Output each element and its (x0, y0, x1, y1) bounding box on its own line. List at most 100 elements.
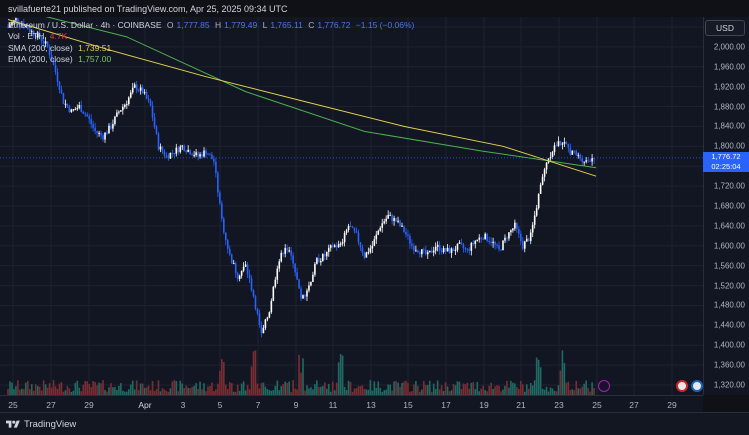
candle-body (193, 155, 195, 157)
symbol-name[interactable]: Ethereum / U.S. Dollar · 4h · COINBASE (8, 20, 162, 30)
volume-bar (322, 385, 324, 395)
volume-bar (401, 382, 403, 395)
candle-body (555, 145, 558, 147)
candle-body (28, 29, 31, 32)
sma-label[interactable]: SMA (200, close) (8, 42, 73, 53)
price-chart[interactable] (0, 17, 703, 395)
candle-body (569, 147, 572, 155)
volume-bar (169, 388, 172, 395)
volume-bar (569, 389, 572, 395)
volume-bar (593, 388, 595, 395)
candle-body (559, 141, 562, 145)
volume-label[interactable]: Vol · ETH (8, 31, 45, 42)
volume-bar (270, 390, 273, 395)
candle-body (573, 150, 576, 152)
chart-plot-area[interactable] (0, 17, 703, 395)
volume-bar (452, 383, 455, 395)
volume-bar (195, 383, 197, 395)
volume-bar (345, 389, 348, 395)
volume-bar (201, 389, 203, 395)
volume-bar (112, 387, 114, 395)
volume-bar (122, 390, 124, 395)
candle-body (159, 146, 162, 150)
volume-bar (44, 384, 47, 395)
candle-body (211, 154, 213, 160)
tradingview-logo-icon[interactable] (6, 419, 20, 430)
candle-body (514, 222, 516, 229)
volume-bar (52, 380, 55, 395)
sma-200-line (7, 19, 597, 177)
volume-bar (215, 389, 217, 395)
volume-bar (274, 385, 277, 395)
volume-bar (183, 388, 186, 395)
candle-body (351, 226, 354, 228)
price-tick-label: 1,640.00 (713, 221, 745, 231)
candle-body (411, 243, 413, 247)
volume-bar (193, 385, 195, 395)
candle-body (549, 157, 552, 159)
volume-bar (454, 385, 457, 395)
volume-bar (411, 391, 413, 395)
candle-body (122, 106, 124, 111)
candle-body (252, 290, 255, 297)
volume-bar (254, 350, 257, 395)
low-label: L (262, 20, 268, 30)
candle-body (415, 250, 417, 252)
volume-bar (308, 388, 310, 395)
candle-body (409, 235, 411, 244)
candle-body (151, 105, 154, 118)
volume-bar (333, 390, 336, 395)
volume-bar (496, 385, 498, 395)
candle-body (395, 218, 397, 222)
candle-body (56, 72, 59, 82)
volume-bar (423, 381, 425, 395)
volume-bar (367, 389, 370, 395)
volume-bar (577, 388, 580, 395)
volume-bar (559, 370, 562, 395)
volume-bar (520, 380, 522, 395)
volume-bar (349, 382, 352, 395)
volume-bar (490, 382, 492, 395)
ema-label[interactable]: EMA (200, close) (8, 53, 73, 64)
currency-button[interactable]: USD (705, 20, 745, 36)
candle-body (312, 274, 314, 282)
candle-body (228, 248, 231, 255)
candle-body (126, 104, 128, 106)
volume-bar (424, 384, 427, 395)
candle-body (571, 150, 574, 155)
candle-body (137, 90, 140, 92)
candle-body (488, 240, 490, 242)
event-flag-icon[interactable] (598, 380, 610, 392)
candle-body (98, 132, 100, 134)
volume-bar (28, 389, 31, 395)
price-axis[interactable]: 2,040.002,000.001,960.001,920.001,880.00… (703, 17, 749, 395)
candle-body (284, 247, 286, 254)
candle-body (78, 105, 81, 109)
volume-bar (127, 389, 130, 395)
dividend-flag-icon[interactable] (691, 380, 703, 392)
candle-body (100, 132, 102, 136)
candle-body (424, 249, 427, 255)
candle-body (337, 244, 340, 248)
candle-body (577, 154, 580, 156)
footer-brand[interactable]: TradingView (24, 419, 77, 430)
chart-legend: Ethereum / U.S. Dollar · 4h · COINBASE O… (8, 20, 417, 65)
candle-body (19, 22, 21, 25)
volume-bar (377, 381, 380, 395)
time-axis[interactable]: 25 27 29 Apr 3 5 7 9 11 13 15 17 19 21 23 25 27 29 (0, 395, 703, 412)
volume-bar (591, 382, 593, 395)
volume-bar (27, 380, 29, 395)
candle-body (203, 150, 205, 157)
volume-bar (118, 385, 120, 395)
price-tick-label: 1,880.00 (713, 102, 745, 112)
candle-body (116, 112, 118, 117)
earnings-flag-icon[interactable] (676, 380, 688, 392)
candle-body (426, 252, 429, 255)
candle-body (506, 237, 508, 239)
time-tick-label: 27 (46, 400, 56, 410)
volume-bar (539, 367, 542, 395)
candle-body (248, 274, 251, 279)
volume-bar (397, 382, 399, 395)
bar-countdown: 02:25:04 (711, 161, 741, 171)
candle-body (583, 161, 585, 163)
